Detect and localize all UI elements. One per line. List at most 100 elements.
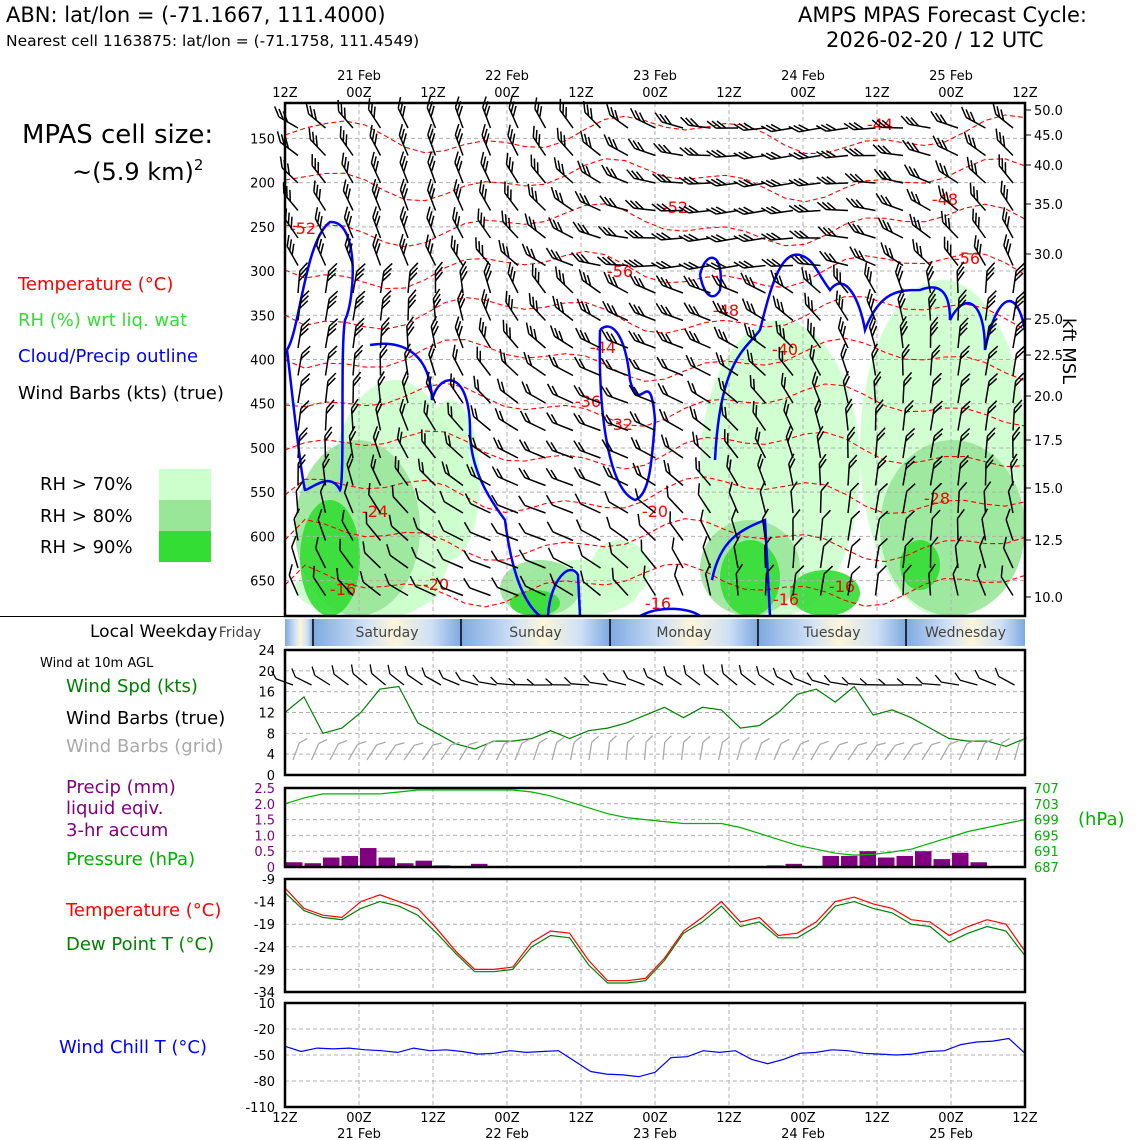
barb-flag (589, 108, 593, 120)
barb-flag (652, 173, 662, 183)
wind-barb (957, 317, 969, 349)
wind-barb-10m-grid (366, 741, 386, 761)
wind-barb-10m-grid (847, 742, 868, 761)
barb-flag (534, 267, 537, 280)
barb-flag (454, 123, 460, 136)
wind-barb (297, 400, 310, 431)
barb-staff (717, 310, 739, 322)
barb-flag (357, 740, 367, 746)
weekday-label: Wednesday (925, 625, 1006, 641)
barb-flag (958, 481, 968, 492)
barb-staff (897, 298, 904, 321)
precip-tick-label: 1.5 (254, 814, 275, 829)
wind-barb (432, 288, 442, 321)
wind-barb (435, 577, 464, 597)
barb-flag (788, 453, 795, 465)
bottom-date-label: 21 Feb (337, 1127, 381, 1140)
barb-flag (723, 429, 726, 441)
barb-flag (915, 242, 919, 254)
wind-barb (473, 375, 492, 404)
barb-staff (426, 189, 437, 211)
barb-flag (631, 170, 640, 180)
barb-flag (336, 568, 339, 580)
barb-flag (481, 321, 485, 334)
barb-flag (480, 212, 483, 225)
barb-flag (741, 298, 748, 310)
wind-barb-field (273, 96, 1026, 597)
barb-flag (577, 414, 586, 426)
wind-barb (712, 300, 739, 322)
barb-flag (373, 210, 379, 223)
barb-flag (1013, 399, 1023, 410)
wind-barb (312, 565, 327, 596)
wind-barb (678, 233, 711, 243)
barb-staff (995, 742, 1003, 761)
barb-flag (573, 467, 581, 478)
barb-staff (425, 245, 437, 266)
barb-flag (601, 329, 609, 341)
wind-barb-10m-true (404, 665, 423, 686)
wind-barb (574, 190, 601, 212)
wind-barb (957, 373, 971, 404)
precip-bar (415, 860, 432, 867)
wind-barb (943, 236, 959, 266)
wind-barb (976, 563, 987, 596)
wind-barb (463, 577, 491, 597)
wind-barb (901, 343, 910, 376)
wind-barb-10m-true (622, 670, 645, 686)
wind-barb (492, 437, 519, 459)
barb-staff (497, 682, 516, 686)
barb-flag (900, 115, 910, 125)
barb-flag (871, 119, 882, 128)
barb-flag (823, 537, 833, 547)
barb-flag (849, 246, 857, 258)
barb-flag (633, 386, 641, 398)
wind-barb (482, 96, 492, 129)
barb-staff (532, 136, 547, 156)
barb-flag (519, 575, 527, 587)
precip-bar (878, 857, 895, 867)
wind-barb (313, 180, 327, 211)
barb-staff (579, 366, 601, 377)
wind-barb (909, 213, 931, 239)
barb-staff (372, 436, 382, 459)
wind-barb (624, 199, 656, 212)
barb-staff (338, 110, 354, 129)
barb-flag (987, 290, 997, 300)
barb-staff (556, 277, 574, 294)
barb-flag (826, 202, 837, 211)
barb-flag (570, 252, 580, 262)
rh-region-6 (420, 400, 480, 560)
legend-rh90-swatch (159, 531, 211, 562)
barb-flag (546, 521, 554, 533)
barb-flag (915, 193, 921, 205)
wind-barb (897, 288, 906, 321)
barb-staff (819, 490, 822, 514)
barb-flag (286, 234, 290, 247)
barb-flag (996, 106, 1001, 118)
barb-staff (581, 308, 601, 322)
barb-flag (971, 137, 977, 149)
barb-flag (839, 272, 842, 284)
barb-flag (695, 457, 698, 469)
legend-wind-barbs: Wind Barbs (kts) (true) (18, 383, 224, 404)
barb-flag (946, 240, 949, 253)
barb-flag (882, 219, 889, 231)
barb-flag (705, 235, 717, 243)
wind-barb (749, 375, 767, 404)
barb-flag (932, 433, 943, 442)
temperature-contour-label: -16 (330, 580, 356, 599)
wind-barb (705, 206, 739, 215)
barb-flag (538, 737, 548, 744)
barb-flag (986, 262, 996, 272)
wind-barb-10m-grid (828, 741, 849, 761)
barb-flag (850, 482, 860, 492)
barb-staff (589, 681, 608, 686)
barb-flag (429, 348, 436, 360)
barb-flag (604, 490, 610, 503)
barb-flag (373, 238, 379, 250)
wind-barb (740, 272, 766, 294)
barb-flag (992, 103, 997, 115)
pressure-line (284, 789, 1026, 856)
barb-staff (379, 298, 384, 321)
